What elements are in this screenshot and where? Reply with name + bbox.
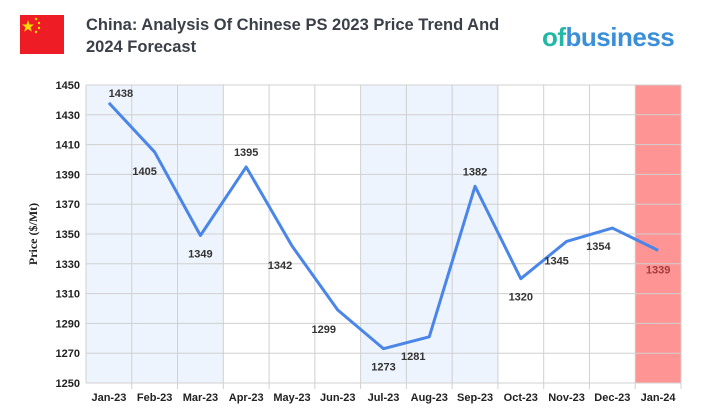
data-label: 1320 [509,292,533,304]
ofbusiness-logo: ofbusiness [542,22,675,52]
data-label: 1342 [268,260,292,272]
data-label: 1281 [401,351,425,363]
y-tick-label: 1290 [56,318,80,330]
y-tick-label: 1410 [56,140,80,152]
data-label: 1273 [371,362,395,374]
x-tick-label: Apr-23 [229,392,264,404]
china-flag-icon [20,15,64,54]
x-tick-label: Jan-24 [641,392,677,404]
y-tick-label: 1370 [56,199,80,211]
data-label: 1345 [544,255,568,267]
data-label: 1299 [311,324,335,336]
data-label: 1349 [188,248,212,260]
y-tick-label: 1430 [56,110,80,122]
data-label: 1395 [234,147,258,159]
y-tick-label: 1350 [56,229,80,241]
y-tick-label: 1390 [56,169,80,181]
x-tick-label: May-23 [273,392,310,404]
data-label: 1339 [646,264,670,276]
x-tick-label: Dec-23 [594,392,630,404]
x-tick-label: Feb-23 [137,392,172,404]
y-tick-label: 1310 [56,289,80,301]
chart-title: China: Analysis Of Chinese PS 2023 Price… [86,16,500,56]
x-tick-label: Sep-23 [457,392,493,404]
data-label: 1354 [586,241,611,253]
x-tick-label: Jun-23 [320,392,355,404]
x-tick-label: Jul-23 [368,392,400,404]
y-tick-label: 1270 [56,348,80,360]
y-tick-label: 1250 [56,378,80,390]
x-tick-label: Aug-23 [411,392,448,404]
data-label: 1438 [109,88,133,100]
y-tick-label: 1330 [56,259,80,271]
y-axis-label: Price ($/Mt) [26,203,40,265]
x-tick-label: Nov-23 [548,392,585,404]
y-tick-label: 1450 [56,80,80,92]
data-label: 1405 [132,166,156,178]
data-label: 1382 [463,166,487,178]
x-tick-label: Jan-23 [91,392,126,404]
x-tick-label: Mar-23 [183,392,218,404]
x-tick-label: Oct-23 [504,392,538,404]
